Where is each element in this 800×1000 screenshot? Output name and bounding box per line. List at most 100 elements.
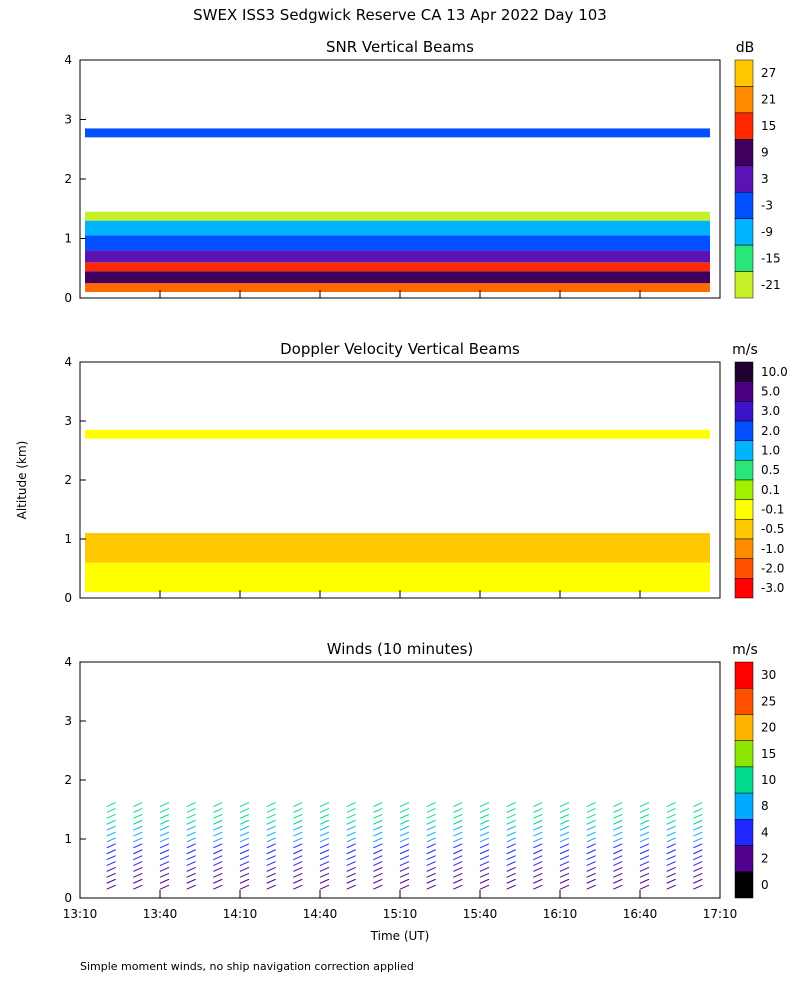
wind-barb	[533, 807, 543, 813]
wind-barb	[453, 819, 463, 825]
wind-barb	[453, 878, 463, 884]
wind-barb	[453, 837, 463, 843]
wind-barb	[293, 878, 303, 884]
x-tick-label: 14:40	[303, 907, 338, 921]
wind-barb	[159, 843, 170, 849]
wind-barb	[293, 819, 303, 825]
x-tick-label: 16:40	[623, 907, 658, 921]
colorbar-label: 0	[761, 878, 769, 892]
wind-barb	[639, 813, 650, 819]
wind-barb	[639, 849, 650, 855]
wind-barb	[639, 872, 650, 878]
wind-barb	[639, 855, 650, 861]
wind-barb	[346, 872, 356, 878]
footnote: Simple moment winds, no ship navigation …	[80, 960, 414, 973]
wind-barb	[506, 849, 516, 855]
wind-barb	[426, 872, 436, 878]
wind-barb	[293, 837, 303, 843]
wind-barb	[559, 861, 570, 867]
wind-barb	[559, 825, 570, 831]
wind-barb	[506, 884, 516, 890]
wind-barb	[479, 813, 490, 819]
wind-barb	[239, 855, 250, 861]
colorbar-label: -1.0	[761, 542, 784, 556]
wind-barb	[373, 807, 383, 813]
colorbar-swatch	[734, 661, 754, 689]
wind-barb	[319, 872, 330, 878]
wind-barb	[213, 849, 223, 855]
wind-barb	[373, 831, 383, 837]
wind-barb	[159, 861, 170, 867]
wind-barb	[506, 837, 516, 843]
wind-barb	[159, 849, 170, 855]
wind-barb	[586, 855, 596, 861]
wind-barb	[479, 878, 490, 884]
heatmap-layer	[85, 533, 710, 563]
wind-barb	[586, 884, 596, 890]
wind-barb	[639, 819, 650, 825]
y-axis-label: Altitude (km)	[15, 441, 29, 520]
wind-barb	[479, 855, 490, 861]
wind-barb	[453, 831, 463, 837]
wind-barb	[426, 843, 436, 849]
colorbar-label: 21	[761, 93, 776, 107]
wind-barb	[133, 831, 143, 837]
wind-barb	[133, 807, 143, 813]
wind-barb	[106, 819, 116, 825]
heatmap-layer	[85, 271, 710, 284]
wind-barb	[639, 807, 650, 813]
wind-barb	[266, 861, 276, 867]
colorbar-swatch	[734, 460, 754, 481]
wind-barb	[239, 819, 250, 825]
wind-barb	[266, 819, 276, 825]
wind-barb	[559, 837, 570, 843]
wind-barb	[346, 813, 356, 819]
colorbar-swatch	[734, 714, 754, 741]
wind-barb	[533, 819, 543, 825]
colorbar-label: -2.0	[761, 562, 784, 576]
colorbar-swatch	[734, 792, 754, 820]
wind-barb	[266, 872, 276, 878]
wind-barb	[559, 831, 570, 837]
wind-barb	[319, 849, 330, 855]
colorbar-label: -15	[761, 251, 781, 265]
colorbar-label: -0.1	[761, 503, 784, 517]
wind-barb	[133, 825, 143, 831]
wind-barb	[613, 843, 623, 849]
x-tick-label: 15:10	[383, 907, 418, 921]
wind-barb	[239, 813, 250, 819]
wind-barb	[346, 861, 356, 867]
wind-barb	[399, 849, 410, 855]
wind-barb	[533, 855, 543, 861]
wind-barb	[399, 884, 410, 890]
wind-barb	[693, 884, 703, 890]
colorbar-swatch	[734, 499, 754, 520]
wind-barb	[559, 866, 570, 872]
wind-barb	[693, 819, 703, 825]
colorbar-label: -21	[761, 278, 781, 292]
wind-barb	[293, 884, 303, 890]
wind-barb	[373, 825, 383, 831]
wind-barb	[266, 802, 276, 808]
heatmap-layer	[85, 235, 710, 251]
colorbar-swatch	[734, 538, 754, 559]
wind-barb	[346, 825, 356, 831]
wind-barb	[213, 843, 223, 849]
wind-barb	[533, 831, 543, 837]
wind-barb	[213, 872, 223, 878]
wind-barb	[426, 861, 436, 867]
wind-barb	[453, 825, 463, 831]
wind-barb	[133, 843, 143, 849]
wind-barb	[639, 861, 650, 867]
wind-barb	[426, 825, 436, 831]
colorbar-swatch	[734, 687, 754, 715]
wind-barb	[693, 872, 703, 878]
wind-barb	[159, 819, 170, 825]
wind-barb	[426, 802, 436, 808]
wind-barb	[479, 831, 490, 837]
wind-barb	[399, 831, 410, 837]
wind-barb	[213, 825, 223, 831]
wind-barb	[239, 837, 250, 843]
colorbar-swatch	[734, 401, 754, 422]
heatmap-layer	[85, 429, 710, 439]
